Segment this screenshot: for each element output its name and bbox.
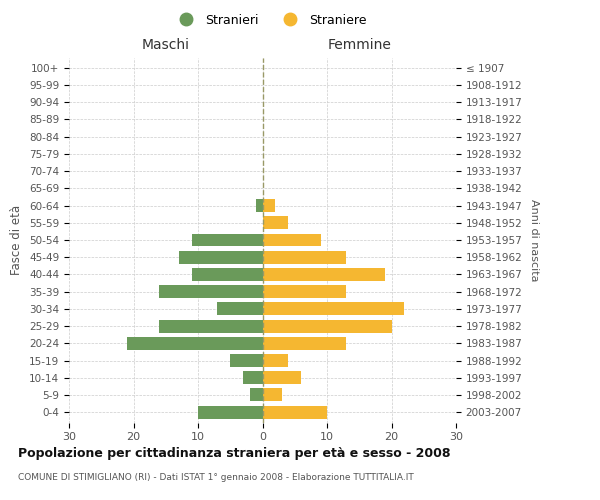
- Bar: [198, 406, 263, 418]
- Bar: [243, 372, 263, 384]
- Bar: [160, 320, 263, 332]
- Bar: [263, 251, 346, 264]
- Bar: [127, 337, 263, 350]
- Legend: Stranieri, Straniere: Stranieri, Straniere: [169, 8, 371, 32]
- Bar: [263, 199, 275, 212]
- Bar: [263, 354, 289, 367]
- Bar: [179, 251, 263, 264]
- Bar: [263, 234, 320, 246]
- Y-axis label: Anni di nascita: Anni di nascita: [529, 198, 539, 281]
- Bar: [263, 388, 282, 402]
- Bar: [263, 302, 404, 316]
- Text: Maschi: Maschi: [142, 38, 190, 52]
- Bar: [160, 285, 263, 298]
- Bar: [263, 285, 346, 298]
- Text: COMUNE DI STIMIGLIANO (RI) - Dati ISTAT 1° gennaio 2008 - Elaborazione TUTTITALI: COMUNE DI STIMIGLIANO (RI) - Dati ISTAT …: [18, 472, 414, 482]
- Text: Popolazione per cittadinanza straniera per età e sesso - 2008: Popolazione per cittadinanza straniera p…: [18, 448, 451, 460]
- Bar: [191, 268, 263, 281]
- Y-axis label: Fasce di età: Fasce di età: [10, 205, 23, 275]
- Bar: [250, 388, 263, 402]
- Bar: [256, 199, 263, 212]
- Bar: [263, 337, 346, 350]
- Bar: [263, 372, 301, 384]
- Bar: [263, 406, 327, 418]
- Bar: [263, 320, 392, 332]
- Bar: [191, 234, 263, 246]
- Bar: [230, 354, 263, 367]
- Bar: [217, 302, 263, 316]
- Bar: [263, 216, 289, 229]
- Text: Femmine: Femmine: [328, 38, 391, 52]
- Bar: [263, 268, 385, 281]
